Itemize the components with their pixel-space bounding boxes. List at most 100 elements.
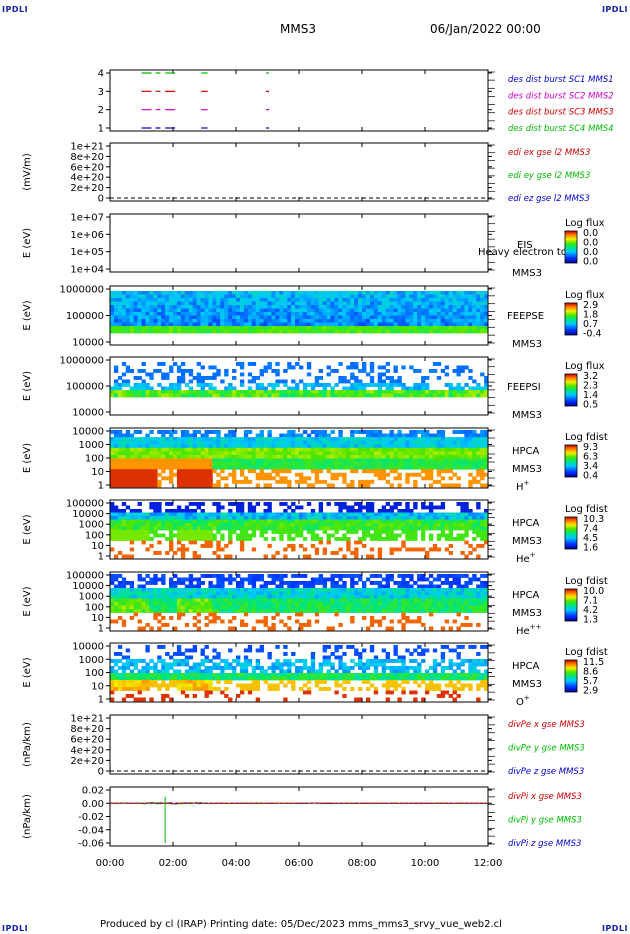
spectrum-cell: [161, 595, 166, 599]
spectrum-cell: [251, 451, 257, 456]
spectrum-cell: [212, 619, 217, 624]
spectrum-cell: [157, 523, 162, 527]
spectrum-cell: [121, 588, 127, 592]
spectrum-cell: [216, 390, 221, 394]
spectrum-cell: [117, 326, 123, 330]
spectrum-cell: [220, 602, 225, 606]
spectrum-cell: [113, 383, 119, 387]
spectrum-cell: [153, 509, 158, 513]
spectrum-cell: [302, 537, 308, 541]
spectrum-cell: [204, 476, 209, 481]
spectrum-cell: [338, 312, 343, 316]
spectrum-cell: [121, 329, 127, 334]
spectrum-cell: [208, 574, 213, 578]
spectrum-cell: [318, 509, 324, 513]
spectrum-cell: [220, 308, 225, 313]
spectrum-cell: [318, 326, 324, 330]
spectrum-cell: [456, 516, 461, 520]
spectrum-cell: [428, 451, 434, 456]
spectrum-cell: [480, 312, 485, 316]
spectrum-cell: [369, 595, 375, 599]
spectrum-cell: [145, 437, 150, 442]
spectrum-cell: [129, 454, 135, 459]
spectrum-cell: [302, 430, 308, 434]
spectrum-cell: [460, 329, 465, 334]
panel-edi-ylabel: (mV/m): [22, 153, 33, 191]
spectrum-cell: [200, 379, 205, 384]
spectrum-cell: [310, 577, 316, 582]
spectrum-cell: [157, 591, 162, 596]
spectrum-cell: [275, 458, 280, 463]
spectrum-cell: [295, 301, 300, 306]
spectrum-cell: [322, 605, 327, 610]
spectrum-cell: [283, 379, 288, 384]
spectrum-cell: [326, 605, 331, 610]
spectrum-cell: [239, 577, 245, 582]
spectrum-cell: [149, 437, 154, 442]
spectrum-cell: [421, 379, 426, 384]
spectrum-cell: [436, 315, 442, 320]
spectrum-cell: [239, 595, 245, 599]
spectrum-cell: [216, 458, 221, 463]
spectrum-cell: [121, 584, 127, 589]
spectrum-cell: [413, 390, 418, 394]
spectrum-cell: [299, 588, 304, 592]
spectrum-cell: [125, 315, 131, 320]
spectrum-cell: [196, 329, 201, 334]
spectrum-cell: [350, 509, 355, 513]
spectrum-cell: [125, 454, 131, 459]
spectrum-cell: [346, 326, 351, 330]
spectrum-cell: [224, 291, 229, 295]
spectrum-cell: [184, 609, 190, 613]
spectrum-cell: [318, 523, 324, 527]
spectrum-cell: [247, 294, 253, 299]
spectrum-cell: [389, 329, 394, 334]
spectrum-cell: [141, 393, 146, 398]
spectrum-cell: [440, 519, 446, 524]
spectrum-cell: [409, 530, 414, 534]
spectrum-cell: [314, 451, 320, 456]
spectrum-cell: [330, 369, 335, 373]
spectrum-cell: [322, 519, 327, 524]
spectrum-cell: [208, 465, 213, 470]
spectrum-cell: [444, 526, 450, 531]
spectrum-cell: [421, 462, 426, 467]
spectrum-cell: [157, 519, 162, 524]
spectrum-cell: [121, 393, 127, 398]
spectrum-cell: [279, 581, 284, 585]
spectrum-cell: [413, 547, 418, 552]
spectrum-cell: [432, 390, 438, 394]
spectrum-cell: [314, 526, 320, 531]
spectrum-cell: [239, 444, 245, 449]
spectrum-cell: [125, 523, 131, 527]
legend-entry: des dist burst SC2 MMS2: [508, 91, 614, 101]
spectrum-cell: [421, 444, 426, 449]
y-tick-label: 4e+20: [70, 173, 104, 184]
colorbar-title: Log fdist: [565, 504, 608, 515]
spectrum-cell: [243, 623, 249, 627]
spectrum-cell: [180, 312, 186, 316]
spectrum-cell: [125, 291, 131, 295]
spectrum-cell: [204, 519, 209, 524]
spectrum-cell: [161, 616, 166, 620]
spectrum-cell: [377, 533, 383, 538]
spectrum-cell: [346, 605, 351, 610]
spectrum-cell: [318, 458, 324, 463]
spectrum-cell: [165, 298, 170, 302]
spectrum-cell: [212, 430, 217, 434]
spectrum-cell: [295, 602, 300, 606]
spectrum-cell: [169, 472, 174, 477]
spectrum-cell: [448, 437, 453, 442]
spectrum-cell: [173, 305, 178, 309]
spectrum-cell: [267, 365, 272, 370]
spectrum-cell: [393, 516, 398, 520]
spectrum-cell: [381, 433, 387, 438]
spectrum-cell: [295, 588, 300, 592]
spectrum-cell: [255, 383, 261, 387]
spectrum-cell: [141, 512, 146, 517]
spectrum-cell: [125, 365, 131, 370]
spectrum-cell: [196, 454, 201, 459]
spectrum-cell: [255, 605, 261, 610]
spectrum-cell: [472, 294, 477, 299]
spectrum-cell: [338, 291, 343, 295]
